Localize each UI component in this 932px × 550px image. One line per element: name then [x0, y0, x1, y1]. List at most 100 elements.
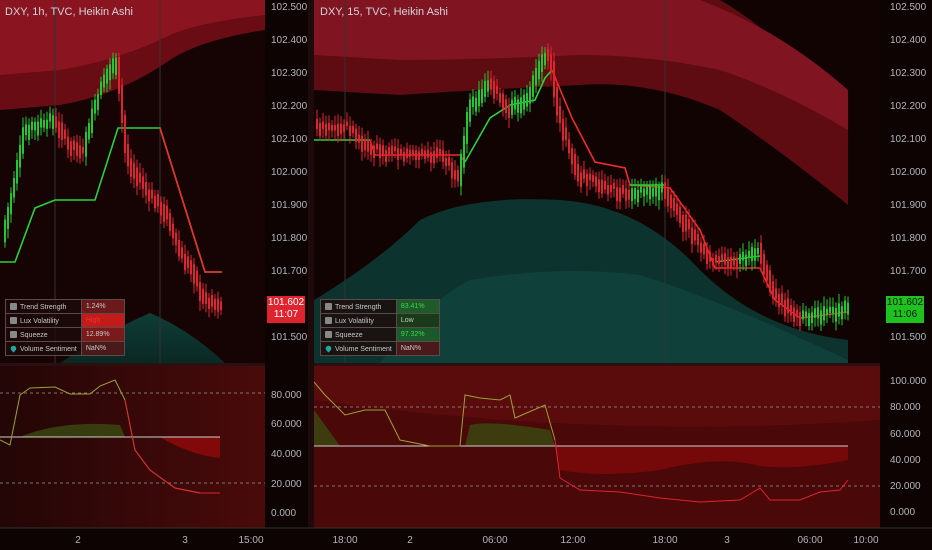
- candle-body: [214, 298, 216, 310]
- candle-body: [385, 150, 387, 163]
- candle-body: [682, 215, 684, 232]
- candle-body: [691, 227, 693, 245]
- candle-body: [436, 147, 438, 158]
- candle-body: [556, 87, 558, 116]
- candle-body: [367, 139, 369, 152]
- right-price-axis[interactable]: 102.500 102.400 102.300 102.200 102.100 102.0…: [890, 2, 927, 343]
- drop-icon: [9, 344, 18, 352]
- candle-body: [181, 247, 183, 259]
- candle-body: [19, 144, 21, 168]
- candle-body: [442, 150, 444, 162]
- candle-body: [742, 251, 744, 261]
- stat-label: Squeeze: [335, 331, 363, 339]
- candle-body: [106, 68, 108, 84]
- candle-body: [397, 148, 399, 160]
- candle-body: [592, 174, 594, 182]
- right-oscillator-pane[interactable]: [313, 366, 880, 528]
- candle-body: [667, 188, 669, 207]
- candle-body: [679, 206, 681, 223]
- candle-body: [412, 149, 414, 155]
- candle-body: [604, 180, 606, 190]
- stats-row: Trend Strength 1.24%: [5, 299, 125, 314]
- candle-body: [82, 146, 84, 154]
- right-time-axis[interactable]: 18:00 2 06:00 12:00 18:00 3 06:00 10:00: [332, 535, 878, 546]
- candle-body: [322, 121, 324, 130]
- candle-body: [64, 129, 66, 139]
- candle-body: [400, 148, 402, 156]
- candle-body: [352, 126, 354, 134]
- candle-body: [199, 282, 201, 301]
- candle-body: [829, 306, 831, 313]
- candle-body: [121, 85, 123, 124]
- left-time-axis[interactable]: 2 3 15:00: [75, 535, 264, 546]
- candle-body: [703, 244, 705, 255]
- right-oscillator-axis[interactable]: 100.000 80.000 60.000 40.000 20.000 0.000: [890, 376, 927, 518]
- candle-body: [499, 93, 501, 103]
- left-price-axis[interactable]: 102.500 102.400 102.300 102.200 102.100 102.0…: [271, 2, 308, 343]
- stat-value: NaN%: [80, 341, 125, 356]
- candle-body: [217, 298, 219, 312]
- osc-axis-label: 20.000: [890, 481, 921, 492]
- candle-body: [658, 185, 660, 201]
- candle-body: [844, 300, 846, 312]
- price-axis-label: 102.000: [890, 167, 927, 178]
- candle-body: [487, 80, 489, 92]
- candle-body: [433, 151, 435, 164]
- candle-body: [775, 288, 777, 300]
- candle-body: [526, 92, 528, 107]
- candle-body: [826, 308, 828, 315]
- candle-body: [565, 127, 567, 141]
- candle-body: [637, 190, 639, 203]
- candle-body: [481, 89, 483, 103]
- candle-body: [364, 139, 366, 151]
- candle-body: [133, 162, 135, 179]
- candle-body: [688, 219, 690, 230]
- left-upper-band-inner: [0, 0, 265, 75]
- candle-body: [793, 307, 795, 323]
- candle-body: [196, 270, 198, 287]
- candle-body: [748, 250, 750, 257]
- candle-body: [574, 153, 576, 176]
- candle-body: [7, 207, 9, 230]
- candle-body: [340, 123, 342, 135]
- candle-body: [202, 288, 204, 304]
- candle-body: [490, 78, 492, 90]
- right-chart-title: DXY, 15, TVC, Heikin Ashi: [320, 6, 448, 18]
- candle-body: [61, 122, 63, 141]
- candle-body: [31, 121, 33, 131]
- candle-body: [208, 297, 210, 310]
- candle-body: [328, 122, 330, 131]
- candle-body: [577, 164, 579, 182]
- candle-body: [142, 176, 144, 190]
- candle-body: [559, 106, 561, 124]
- candle-body: [757, 247, 759, 255]
- price-axis-label: 101.800: [890, 233, 927, 244]
- candle-body: [85, 132, 87, 157]
- left-oscillator-pane[interactable]: [0, 366, 265, 528]
- candle-body: [814, 308, 816, 318]
- candle-body: [553, 60, 555, 98]
- candle-body: [655, 183, 657, 197]
- candle-body: [460, 153, 462, 187]
- price-axis-label: 102.200: [271, 101, 308, 112]
- osc-axis-label: 80.000: [890, 402, 921, 413]
- candle-body: [838, 303, 840, 317]
- stat-label: Volume Sentiment: [20, 345, 77, 353]
- candle-body: [457, 169, 459, 182]
- candle-body: [799, 312, 801, 327]
- candle-body: [94, 99, 96, 114]
- candle-body: [754, 248, 756, 261]
- osc-axis-label: 60.000: [271, 419, 302, 430]
- stat-value: 12.89%: [80, 327, 125, 342]
- candle-body: [163, 204, 165, 222]
- candle-body: [772, 281, 774, 299]
- left-oscillator-axis[interactable]: 80.000 60.000 40.000 20.000 0.000: [271, 390, 302, 519]
- price-axis-label: 102.300: [890, 68, 927, 79]
- price-axis-label: 101.900: [271, 200, 308, 211]
- candle-body: [373, 145, 375, 158]
- candle-body: [466, 111, 468, 144]
- right-stats-table: Trend Strength 83.41% Lux Volatility Low S…: [320, 299, 440, 356]
- candle-body: [391, 145, 393, 156]
- candle-body: [628, 189, 630, 200]
- candle-body: [52, 115, 54, 129]
